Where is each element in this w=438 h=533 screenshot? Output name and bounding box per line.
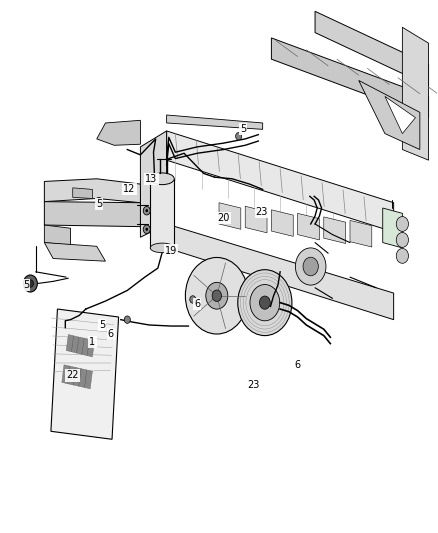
Circle shape	[396, 216, 409, 231]
Text: 13: 13	[145, 174, 157, 184]
Text: 5: 5	[240, 124, 246, 134]
Polygon shape	[245, 206, 267, 233]
Circle shape	[190, 296, 196, 303]
Circle shape	[396, 232, 409, 247]
Polygon shape	[324, 217, 346, 244]
Polygon shape	[350, 221, 372, 247]
Polygon shape	[97, 120, 141, 146]
Text: 6: 6	[108, 329, 114, 339]
Ellipse shape	[150, 173, 174, 184]
Polygon shape	[44, 201, 141, 227]
Circle shape	[124, 316, 131, 324]
Circle shape	[23, 275, 37, 292]
Polygon shape	[44, 243, 106, 261]
Polygon shape	[66, 335, 95, 357]
Circle shape	[303, 257, 318, 276]
Text: 23: 23	[256, 207, 268, 217]
Polygon shape	[383, 208, 403, 248]
Circle shape	[250, 285, 280, 321]
Polygon shape	[403, 27, 428, 160]
Text: 19: 19	[165, 246, 177, 255]
Polygon shape	[150, 179, 174, 248]
Text: 22: 22	[67, 370, 79, 381]
Text: 6: 6	[294, 360, 300, 370]
Circle shape	[238, 270, 292, 336]
Polygon shape	[166, 131, 394, 232]
Polygon shape	[272, 210, 293, 236]
Polygon shape	[166, 115, 263, 130]
Text: 6: 6	[194, 298, 200, 309]
Text: 1: 1	[89, 337, 95, 347]
Polygon shape	[62, 365, 92, 389]
Circle shape	[236, 133, 242, 140]
Circle shape	[206, 282, 228, 309]
Circle shape	[27, 280, 33, 287]
Circle shape	[212, 290, 222, 302]
Circle shape	[396, 248, 409, 263]
Text: 12: 12	[124, 184, 136, 195]
Polygon shape	[166, 224, 394, 320]
Polygon shape	[219, 203, 241, 229]
Polygon shape	[44, 179, 141, 203]
Circle shape	[143, 206, 150, 215]
Polygon shape	[385, 96, 416, 134]
Circle shape	[185, 257, 248, 334]
Polygon shape	[44, 225, 71, 245]
Text: 5: 5	[96, 199, 102, 209]
Ellipse shape	[150, 243, 174, 253]
Circle shape	[145, 209, 148, 212]
Polygon shape	[359, 80, 420, 150]
Polygon shape	[141, 131, 166, 237]
Text: 5: 5	[99, 320, 105, 330]
Polygon shape	[315, 11, 428, 86]
Text: 5: 5	[23, 280, 29, 290]
Circle shape	[295, 248, 326, 285]
Text: 23: 23	[248, 379, 260, 390]
Polygon shape	[73, 188, 92, 198]
Circle shape	[95, 197, 102, 206]
Polygon shape	[297, 213, 319, 240]
Text: 20: 20	[217, 213, 230, 223]
Polygon shape	[51, 309, 119, 439]
Circle shape	[259, 296, 270, 309]
Polygon shape	[272, 38, 428, 118]
Circle shape	[145, 228, 148, 231]
Circle shape	[143, 225, 150, 233]
